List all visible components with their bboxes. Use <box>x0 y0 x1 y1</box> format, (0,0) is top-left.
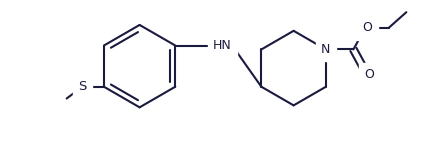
Text: S: S <box>78 80 86 93</box>
Text: N: N <box>321 43 331 56</box>
Text: O: O <box>362 21 372 34</box>
Text: HN: HN <box>213 39 232 52</box>
Text: O: O <box>364 68 374 81</box>
